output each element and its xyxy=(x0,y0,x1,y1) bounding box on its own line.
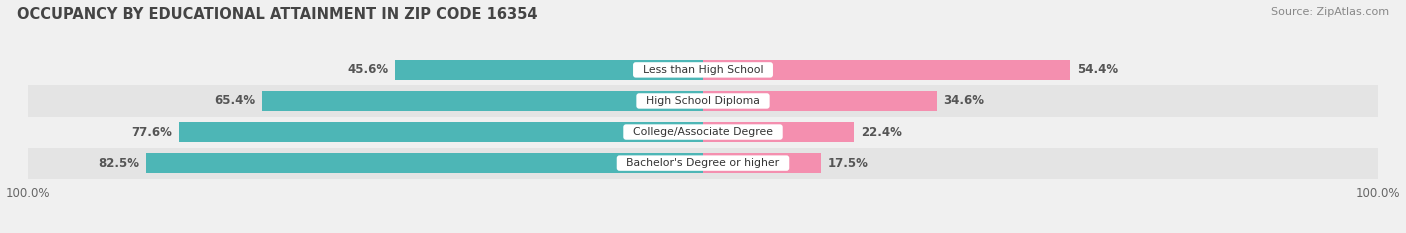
Text: 17.5%: 17.5% xyxy=(828,157,869,170)
Bar xyxy=(28,116,1378,147)
Text: 82.5%: 82.5% xyxy=(98,157,139,170)
Text: 22.4%: 22.4% xyxy=(860,126,901,139)
Text: 77.6%: 77.6% xyxy=(132,126,173,139)
Bar xyxy=(28,86,1378,116)
Text: College/Associate Degree: College/Associate Degree xyxy=(626,127,780,137)
Text: Bachelor's Degree or higher: Bachelor's Degree or higher xyxy=(620,158,786,168)
Bar xyxy=(146,154,703,173)
Bar xyxy=(395,60,703,79)
Bar xyxy=(28,147,1378,179)
Text: High School Diploma: High School Diploma xyxy=(640,96,766,106)
Text: OCCUPANCY BY EDUCATIONAL ATTAINMENT IN ZIP CODE 16354: OCCUPANCY BY EDUCATIONAL ATTAINMENT IN Z… xyxy=(17,7,537,22)
Bar xyxy=(703,122,855,142)
Text: 34.6%: 34.6% xyxy=(943,94,984,107)
Bar xyxy=(703,154,821,173)
Bar xyxy=(28,54,1378,86)
Bar xyxy=(262,91,703,111)
Bar xyxy=(180,122,703,142)
Text: Source: ZipAtlas.com: Source: ZipAtlas.com xyxy=(1271,7,1389,17)
Text: 45.6%: 45.6% xyxy=(347,63,388,76)
Bar xyxy=(703,91,936,111)
Text: Less than High School: Less than High School xyxy=(636,65,770,75)
Bar xyxy=(703,60,1070,79)
Text: 65.4%: 65.4% xyxy=(214,94,254,107)
Text: 54.4%: 54.4% xyxy=(1077,63,1118,76)
